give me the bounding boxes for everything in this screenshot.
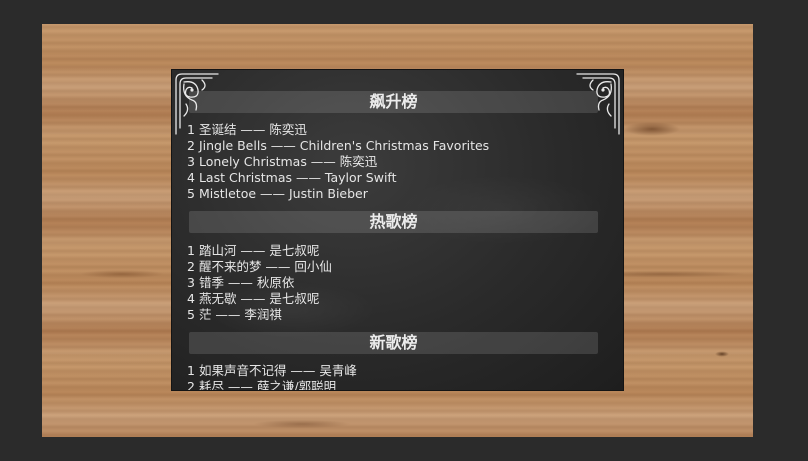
rank-number: 4	[187, 170, 195, 185]
song-entry: 踏山河 —— 是七叔呢	[198, 243, 320, 258]
list-item[interactable]: 3 错季 —— 秋原依	[187, 275, 607, 291]
list-item[interactable]: 1 圣诞结 —— 陈奕迅	[187, 122, 607, 138]
song-entry: Last Christmas —— Taylor Swift	[198, 170, 397, 185]
list-item[interactable]: 2 醒不来的梦 —— 回小仙	[187, 259, 607, 275]
ornament-corner-left-icon	[175, 73, 219, 135]
song-entry: 圣诞结 —— 陈奕迅	[198, 122, 307, 137]
song-entry: 燕无歇 —— 是七叔呢	[198, 291, 320, 306]
list-item[interactable]: 4 燕无歇 —— 是七叔呢	[187, 291, 607, 307]
song-entry: Jingle Bells —— Children's Christmas Fav…	[198, 138, 490, 153]
chart-list-new: 1 如果声音不记得 —— 吴青峰 2 耗尽 —— 薛之谦/郭聪明	[187, 363, 607, 390]
list-item[interactable]: 1 踏山河 —— 是七叔呢	[187, 243, 607, 259]
song-entry: 茫 —— 李润祺	[198, 307, 282, 322]
song-entry: 耗尽 —— 薛之谦/郭聪明	[198, 379, 337, 390]
list-item[interactable]: 4 Last Christmas —— Taylor Swift	[187, 170, 607, 186]
song-entry: Mistletoe —— Justin Bieber	[198, 186, 368, 201]
rank-number: 4	[187, 291, 195, 306]
list-item[interactable]: 2 Jingle Bells —— Children's Christmas Fa…	[187, 138, 607, 154]
ornament-corner-right-icon	[576, 73, 620, 135]
section-header-soaring: 飙升榜	[189, 91, 598, 113]
rank-number: 1	[187, 122, 195, 137]
song-entry: 错季 —— 秋原依	[198, 275, 295, 290]
song-entry: Lonely Christmas —— 陈奕迅	[198, 154, 378, 169]
section-header-hot: 热歌榜	[189, 211, 598, 233]
rank-number: 2	[187, 379, 195, 390]
rank-number: 2	[187, 259, 195, 274]
rank-number: 5	[187, 186, 195, 201]
rank-number: 5	[187, 307, 195, 322]
chalkboard-panel: 飙升榜 1 圣诞结 —— 陈奕迅 2 Jingle Bells —— Childre…	[172, 70, 623, 390]
song-entry: 醒不来的梦 —— 回小仙	[198, 259, 332, 274]
rank-number: 3	[187, 275, 195, 290]
song-entry: 如果声音不记得 —— 吴青峰	[198, 363, 357, 378]
rank-number: 1	[187, 363, 195, 378]
rank-number: 3	[187, 154, 195, 169]
chart-list-soaring: 1 圣诞结 —— 陈奕迅 2 Jingle Bells —— Children's …	[187, 122, 607, 202]
section-header-new: 新歌榜	[189, 332, 598, 354]
list-item[interactable]: 5 Mistletoe —— Justin Bieber	[187, 186, 607, 202]
list-item[interactable]: 2 耗尽 —— 薛之谦/郭聪明	[187, 379, 607, 390]
rank-number: 2	[187, 138, 195, 153]
rank-number: 1	[187, 243, 195, 258]
list-item[interactable]: 1 如果声音不记得 —— 吴青峰	[187, 363, 607, 379]
list-item[interactable]: 3 Lonely Christmas —— 陈奕迅	[187, 154, 607, 170]
